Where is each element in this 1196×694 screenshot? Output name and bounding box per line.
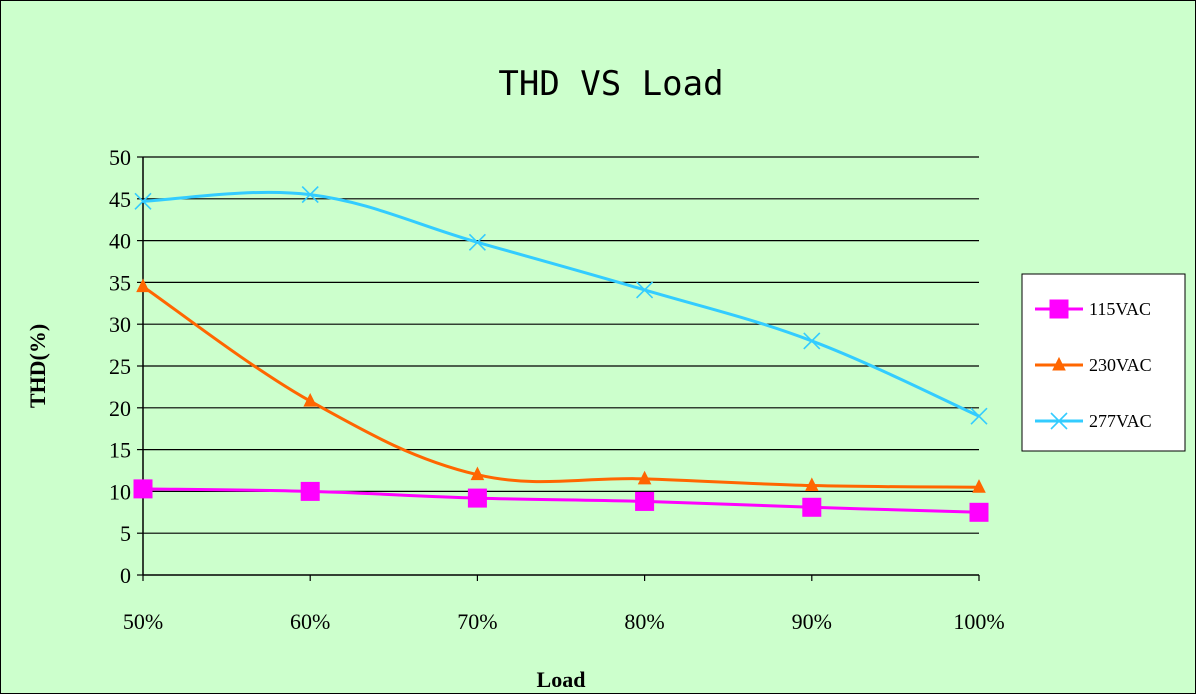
legend: 115VAC 230VAC 277VAC: [1021, 273, 1186, 452]
x-axis-label: Load: [537, 667, 586, 692]
data-point: [467, 488, 487, 508]
marker-stroke: [301, 186, 319, 204]
data-point: [301, 186, 319, 204]
y-tick-label: 20: [109, 396, 131, 421]
y-tick-label: 25: [109, 354, 131, 379]
series-115vac: [133, 479, 989, 522]
x-tick-label: 80%: [624, 609, 664, 634]
legend-entry-115vac: 115VAC: [1035, 299, 1151, 319]
legend-label: 277VAC: [1089, 411, 1152, 431]
y-tick-label: 35: [109, 270, 131, 295]
y-tick-label: 30: [109, 312, 131, 337]
data-point: [804, 477, 819, 492]
marker-stroke: [1050, 412, 1068, 430]
legend-swatch-marker: [1050, 412, 1068, 430]
data-point: [133, 479, 153, 499]
data-point: [636, 281, 654, 299]
data-point: [134, 192, 152, 210]
legend-items: 115VAC 230VAC 277VAC: [1035, 299, 1152, 431]
x-tick-label: 70%: [457, 609, 497, 634]
series-277vac: [134, 186, 988, 425]
data-point: [635, 491, 655, 511]
marker-stroke: [636, 281, 654, 299]
marker-stroke: [970, 407, 988, 425]
legend-entry-230vac: 230VAC: [1035, 355, 1152, 375]
data-point: [468, 233, 486, 251]
data-point: [300, 481, 320, 501]
chart-title: THD VS Load: [498, 64, 723, 104]
series-230vac: [136, 278, 986, 493]
legend-swatch-marker: [1052, 356, 1066, 371]
marker-stroke: [803, 332, 821, 350]
y-tick-label: 15: [109, 438, 131, 463]
marker-stroke: [134, 192, 152, 210]
data-point: [470, 466, 485, 481]
y-axis-label: THD(%): [25, 324, 50, 408]
x-tick-label: 90%: [792, 609, 832, 634]
series-line: [142, 190, 980, 418]
data-point: [969, 502, 989, 522]
y-tick-label: 45: [109, 187, 131, 212]
series-line: [142, 487, 980, 514]
data-point: [802, 497, 822, 517]
legend-swatch-marker: [1049, 299, 1069, 319]
y-tick-label: 5: [120, 521, 131, 546]
y-tick-label: 40: [109, 229, 131, 254]
legend-label: 115VAC: [1089, 299, 1151, 319]
y-tick-label: 10: [109, 479, 131, 504]
series-line: [142, 285, 980, 489]
data-point: [303, 392, 318, 407]
x-tick-label: 100%: [953, 609, 1004, 634]
data-point: [803, 332, 821, 350]
data-point: [972, 479, 986, 493]
marker-stroke: [468, 233, 486, 251]
x-axis-ticks: 50% 60% 70% 80% 90% 100%: [123, 575, 1005, 634]
series-layer: [133, 186, 989, 522]
x-tick-label: 50%: [123, 609, 163, 634]
data-point: [970, 407, 988, 425]
y-tick-label: 0: [120, 563, 131, 588]
x-tick-label: 60%: [290, 609, 330, 634]
data-point: [637, 470, 652, 485]
legend-label: 230VAC: [1089, 355, 1152, 375]
data-point: [136, 278, 150, 293]
y-axis-ticks: 0 5 10 15 20 25 30 35 40 45 50: [109, 145, 143, 588]
grid-lines: [143, 156, 979, 534]
y-tick-label: 50: [109, 145, 131, 170]
legend-entry-277vac: 277VAC: [1035, 411, 1152, 431]
